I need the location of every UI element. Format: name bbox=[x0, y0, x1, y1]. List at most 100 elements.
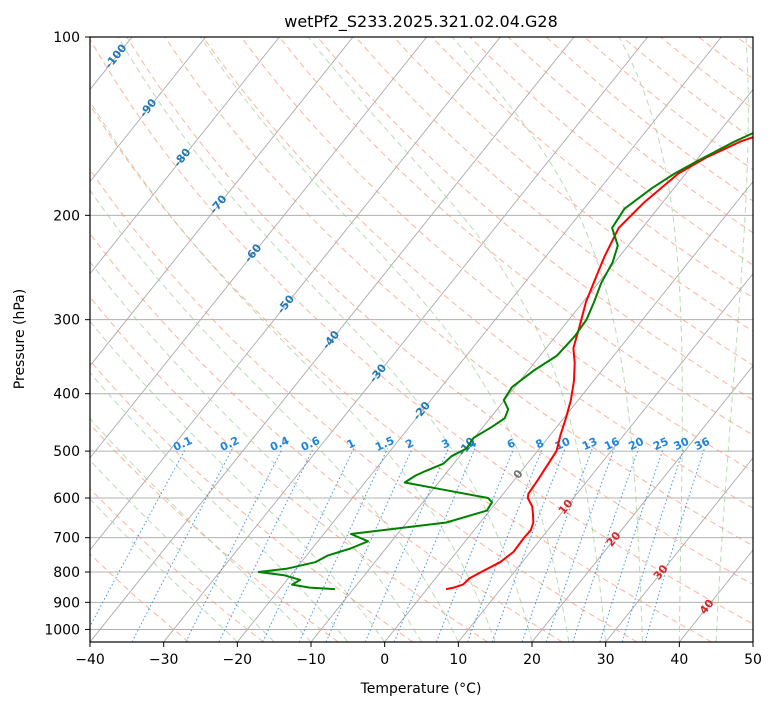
moist-adiabat bbox=[90, 320, 386, 642]
dry-adiabat bbox=[317, 37, 753, 401]
isotherm-label: -30 bbox=[367, 361, 390, 385]
dry-adiabat bbox=[164, 37, 753, 547]
isotherm-line bbox=[457, 272, 753, 642]
moist-adiabat bbox=[90, 260, 422, 642]
y-tick-label: 300 bbox=[53, 313, 80, 329]
mixing-ratio-label: 6 bbox=[505, 436, 518, 451]
isotherm-line bbox=[531, 365, 753, 642]
isotherm-label: 10 bbox=[556, 497, 576, 517]
x-tick-label: −10 bbox=[296, 652, 326, 668]
y-tick-label: 100 bbox=[53, 30, 80, 46]
mixing-ratio-line bbox=[262, 448, 355, 642]
isotherm-label: 40 bbox=[697, 597, 717, 617]
dry-adiabat bbox=[90, 168, 638, 642]
isotherm-line bbox=[0, 37, 58, 642]
mixing-ratio-line bbox=[364, 448, 449, 642]
isotherm-label: 0 bbox=[511, 467, 526, 481]
mixing-ratio-line bbox=[545, 448, 615, 642]
mixing-ratio-line bbox=[218, 448, 314, 642]
isotherm-line bbox=[90, 37, 501, 551]
moist-adiabat bbox=[90, 100, 496, 642]
isotherm-line bbox=[163, 37, 649, 642]
moist-adiabat bbox=[90, 372, 349, 642]
y-tick-label: 900 bbox=[53, 595, 80, 611]
dry-adiabat bbox=[90, 423, 339, 642]
plot-frame bbox=[89, 36, 754, 643]
isotherm-label: -100 bbox=[102, 41, 130, 71]
y-tick-label: 800 bbox=[53, 565, 80, 581]
x-tick-label: 40 bbox=[670, 652, 688, 668]
mixing-ratio-label: 30 bbox=[672, 435, 692, 453]
dry-adiabat bbox=[90, 488, 264, 642]
x-axis-label: Temperature (°C) bbox=[360, 681, 482, 697]
mixing-ratio-label: 16 bbox=[602, 435, 622, 453]
y-axis-label: Pressure (hPa) bbox=[12, 289, 28, 389]
mixing-ratio-label: 3 bbox=[440, 436, 452, 451]
mixing-ratio-label: 25 bbox=[651, 435, 670, 453]
mixing-ratio-label: 20 bbox=[626, 435, 646, 453]
mixing-ratio-line bbox=[185, 448, 283, 642]
moist-adiabat bbox=[117, 37, 533, 642]
x-tick-label: −40 bbox=[75, 652, 105, 668]
mixing-ratio-line bbox=[298, 448, 388, 642]
mixing-ratio-line bbox=[491, 448, 566, 642]
mixing-ratio-label: 8 bbox=[534, 436, 546, 451]
isotherm-line bbox=[90, 37, 207, 183]
mixing-ratio-line bbox=[521, 448, 593, 642]
x-tick-label: 30 bbox=[597, 652, 615, 668]
x-tick-label: −20 bbox=[223, 652, 253, 668]
isotherm-label: -60 bbox=[242, 241, 265, 265]
x-axis: −40 −30 −20 −10 0 10 20 30 40 50 bbox=[75, 642, 762, 668]
dry-adiabat bbox=[469, 37, 753, 266]
y-tick-label: 600 bbox=[53, 491, 80, 507]
dry-adiabat bbox=[202, 37, 753, 509]
dry-adiabat bbox=[126, 37, 753, 586]
x-tick-label: 20 bbox=[523, 652, 541, 668]
y-tick-label: 400 bbox=[53, 387, 80, 403]
isotherm-line bbox=[90, 37, 280, 275]
y-tick-label: 200 bbox=[53, 208, 80, 224]
dry-adiabat bbox=[355, 37, 753, 366]
x-tick-label: 0 bbox=[380, 652, 389, 668]
mixing-ratio-line bbox=[435, 448, 515, 642]
isotherm-label: -70 bbox=[207, 192, 230, 216]
dry-adiabat bbox=[431, 37, 753, 299]
x-tick-label: 10 bbox=[449, 652, 467, 668]
isotherm-label: 20 bbox=[604, 529, 624, 549]
mixing-ratio-line bbox=[599, 448, 664, 642]
sounding-line bbox=[257, 131, 753, 591]
sounding-line bbox=[445, 136, 753, 591]
dry-adiabat bbox=[393, 37, 753, 332]
reference-labels: 0.1 0.2 0.4 0.6 1 1.5 2 3 4 6 8 10 13 16 20 25 30 36-100-… bbox=[102, 41, 717, 616]
isotherm-label: -90 bbox=[137, 96, 160, 120]
moist-adiabat bbox=[715, 37, 749, 642]
moist-adiabat bbox=[618, 37, 683, 642]
isotherm-line bbox=[90, 37, 354, 367]
dry-adiabat bbox=[736, 37, 753, 50]
isotherm-line bbox=[678, 549, 753, 642]
isotherm-line bbox=[605, 457, 753, 642]
x-tick-label: −30 bbox=[149, 652, 179, 668]
isotherm-label: -80 bbox=[171, 146, 194, 170]
dry-adiabat bbox=[507, 37, 753, 234]
mixing-ratio-label: 1 bbox=[345, 436, 357, 451]
dry-adiabat bbox=[278, 37, 753, 436]
isotherm-line bbox=[310, 88, 753, 642]
mixing-ratio-line bbox=[572, 448, 640, 642]
isotherm-label: -50 bbox=[275, 292, 298, 316]
dry-adiabat bbox=[90, 104, 712, 642]
isotherm-line bbox=[752, 641, 753, 642]
dry-adiabat bbox=[545, 37, 753, 202]
y-tick-label: 1000 bbox=[44, 622, 80, 638]
dry-adiabat bbox=[90, 359, 414, 642]
moist-adiabat bbox=[90, 189, 459, 642]
y-axis: 100 200 300 400 500 600 700 800 900 1000 bbox=[44, 30, 90, 638]
moist-adiabat bbox=[90, 459, 275, 642]
sounding-profiles bbox=[257, 131, 753, 591]
isotherm-line bbox=[236, 37, 722, 642]
mixing-ratio-line bbox=[393, 448, 476, 642]
mixing-ratio-line bbox=[621, 448, 685, 642]
dry-adiabat bbox=[90, 296, 488, 642]
y-tick-label: 500 bbox=[53, 444, 80, 460]
